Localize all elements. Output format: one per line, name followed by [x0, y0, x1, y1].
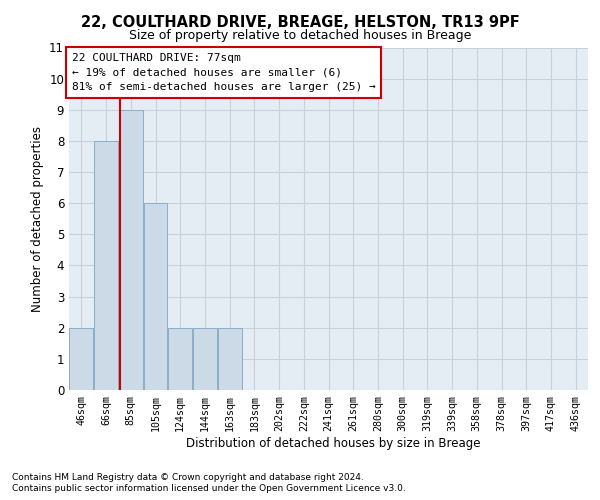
Text: Contains HM Land Registry data © Crown copyright and database right 2024.: Contains HM Land Registry data © Crown c… [12, 472, 364, 482]
Text: Size of property relative to detached houses in Breage: Size of property relative to detached ho… [129, 29, 471, 42]
Bar [70, 328, 94, 390]
Bar [143, 203, 167, 390]
Text: Distribution of detached houses by size in Breage: Distribution of detached houses by size … [186, 438, 480, 450]
Y-axis label: Number of detached properties: Number of detached properties [31, 126, 44, 312]
Bar [94, 141, 118, 390]
Text: Contains public sector information licensed under the Open Government Licence v3: Contains public sector information licen… [12, 484, 406, 493]
Bar [193, 328, 217, 390]
Bar [119, 110, 143, 390]
Text: 22, COULTHARD DRIVE, BREAGE, HELSTON, TR13 9PF: 22, COULTHARD DRIVE, BREAGE, HELSTON, TR… [80, 15, 520, 30]
Text: 22 COULTHARD DRIVE: 77sqm
← 19% of detached houses are smaller (6)
81% of semi-d: 22 COULTHARD DRIVE: 77sqm ← 19% of detac… [71, 52, 376, 92]
Bar [168, 328, 192, 390]
Bar [218, 328, 242, 390]
